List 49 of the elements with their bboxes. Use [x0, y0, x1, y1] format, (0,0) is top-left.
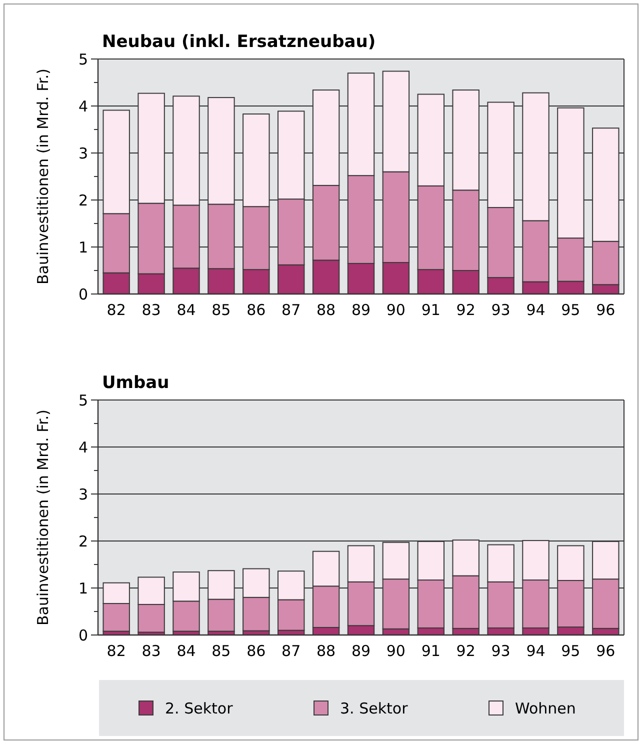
- legend-label: 3. Sektor: [340, 699, 409, 718]
- x-tick-label: 86: [246, 642, 266, 660]
- x-tick-label: 92: [456, 301, 476, 319]
- y-tick-label: 0: [78, 285, 88, 304]
- legend-label: Wohnen: [515, 699, 576, 718]
- chart-title: Neubau (inkl. Ersatzneubau): [102, 32, 376, 52]
- x-tick-label: 90: [386, 642, 406, 660]
- x-tick-label: 91: [421, 642, 440, 660]
- x-tick-label: 84: [176, 301, 196, 319]
- y-tick-label: 5: [78, 391, 88, 410]
- x-tick-label: 87: [282, 642, 301, 660]
- y-tick-label: 0: [78, 626, 88, 644]
- y-tick-label: 3: [78, 144, 88, 162]
- y-tick-label: 2: [78, 532, 88, 550]
- x-tick-label: 89: [351, 642, 371, 660]
- y-axis-title: Bauinvestitionen (in Mrd. Fr.): [34, 68, 52, 285]
- x-tick-label: 94: [526, 301, 546, 319]
- x-tick-label: 96: [596, 642, 616, 660]
- y-axis-title: Bauinvestitionen (in Mrd. Fr.): [34, 409, 52, 626]
- x-tick-label: 92: [456, 642, 476, 660]
- x-tick-label: 89: [351, 301, 371, 319]
- y-tick-label: 1: [78, 238, 88, 256]
- x-tick-label: 88: [316, 301, 336, 319]
- x-tick-label: 84: [176, 642, 196, 660]
- chart-title: Umbau: [102, 373, 170, 393]
- x-tick-label: 95: [561, 642, 580, 660]
- legend-label: 2. Sektor: [165, 699, 234, 718]
- x-tick-label: 85: [212, 301, 231, 319]
- y-tick-label: 3: [78, 485, 88, 504]
- y-tick-label: 4: [78, 438, 88, 456]
- x-tick-label: 90: [386, 301, 406, 319]
- x-tick-label: 86: [246, 301, 266, 319]
- y-tick-label: 1: [78, 579, 88, 598]
- x-tick-label: 96: [596, 301, 616, 319]
- x-tick-label: 85: [212, 642, 231, 660]
- x-tick-label: 83: [142, 301, 161, 319]
- x-tick-label: 93: [491, 642, 510, 660]
- x-tick-label: 83: [142, 642, 161, 660]
- x-tick-label: 82: [106, 642, 126, 660]
- x-tick-label: 82: [106, 301, 126, 319]
- x-tick-label: 94: [526, 642, 546, 660]
- y-tick-label: 4: [78, 97, 88, 116]
- y-tick-label: 2: [78, 191, 88, 210]
- y-tick-label: 5: [78, 50, 88, 68]
- x-tick-label: 87: [282, 301, 301, 319]
- x-tick-label: 93: [491, 301, 510, 319]
- x-tick-label: 95: [561, 301, 580, 319]
- x-tick-label: 88: [316, 642, 336, 660]
- x-tick-label: 91: [421, 301, 440, 319]
